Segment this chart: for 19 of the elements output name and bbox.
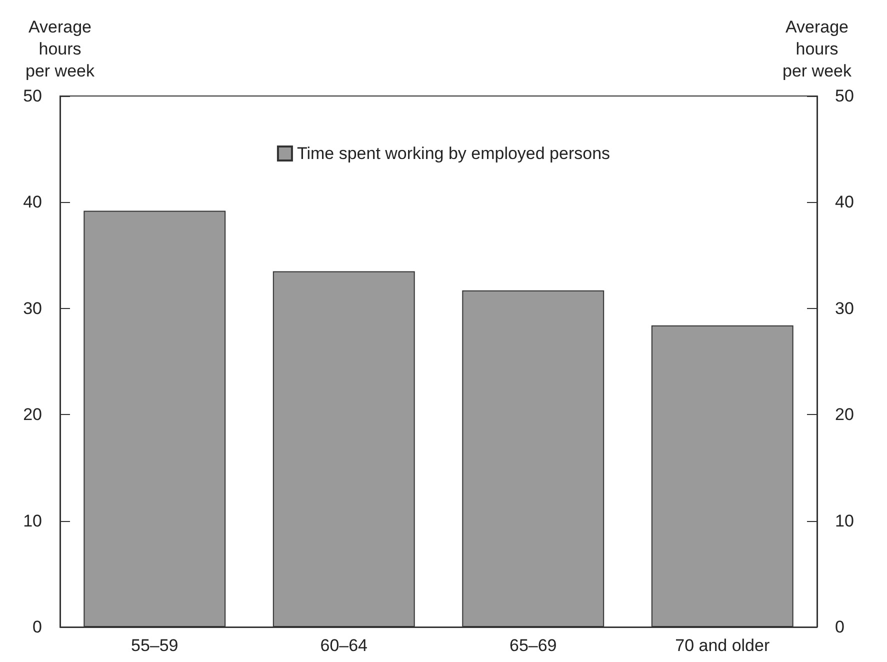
x-tick-label: 65–69 bbox=[509, 636, 557, 655]
x-tick-label: 55–59 bbox=[130, 636, 178, 655]
x-tick-label: 70 and older bbox=[675, 636, 770, 655]
y-tick-label: 10 bbox=[23, 511, 42, 530]
y2-tick-label: 0 bbox=[835, 618, 844, 636]
legend-label: Time spent working by employed persons bbox=[296, 144, 610, 163]
y-axis-title: Average hours per week bbox=[26, 18, 95, 80]
y2-tick-label: 20 bbox=[835, 405, 854, 424]
y2-tick-label: 10 bbox=[835, 511, 854, 530]
y-tick-label: 0 bbox=[32, 618, 42, 636]
y-tick-label: 20 bbox=[23, 405, 42, 424]
y2-tick-label: 50 bbox=[835, 86, 854, 106]
y-tick-label: 40 bbox=[23, 192, 42, 212]
x-tick-label: 60–64 bbox=[320, 636, 368, 655]
y-tick-label: 30 bbox=[23, 298, 42, 318]
y2-axis-title: Average hours per week bbox=[782, 18, 852, 80]
y2-tick-label: 40 bbox=[835, 192, 854, 212]
y-tick-label: 50 bbox=[23, 86, 42, 106]
y2-tick-label: 30 bbox=[835, 298, 854, 318]
